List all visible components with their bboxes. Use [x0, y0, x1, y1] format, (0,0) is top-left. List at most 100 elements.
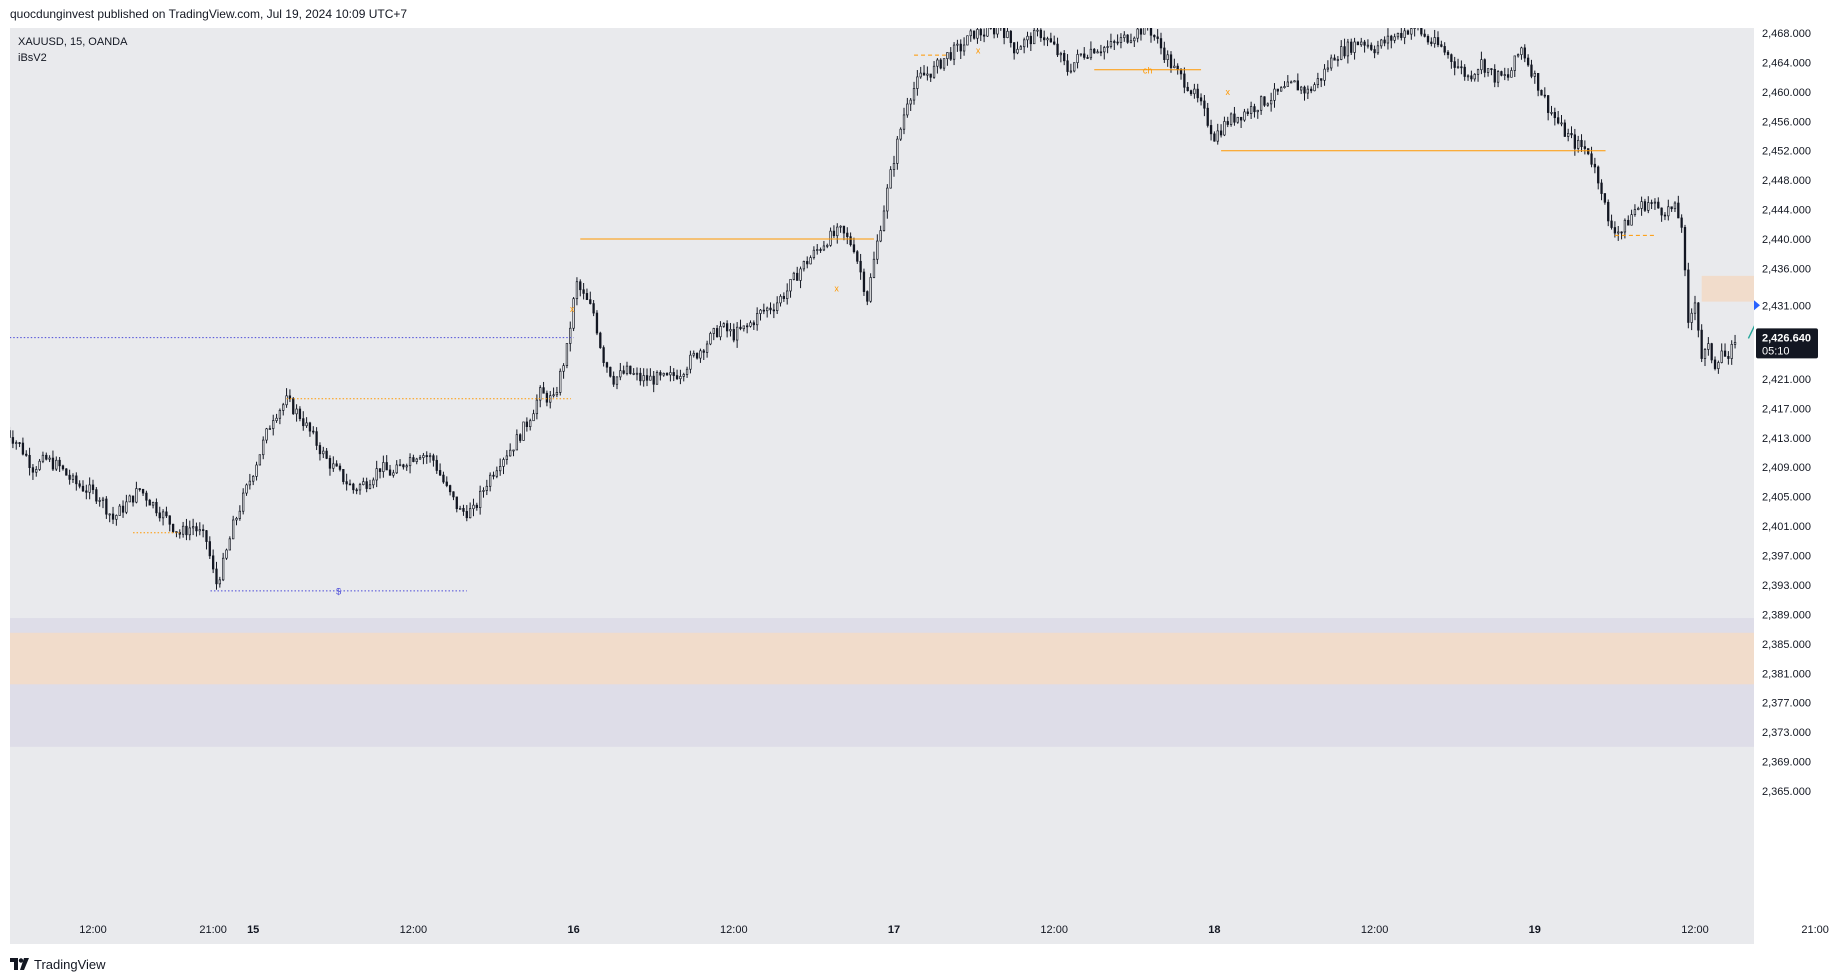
candle-body — [1073, 62, 1076, 72]
candle-body — [1687, 269, 1690, 323]
price-tick-label: 2,456.000 — [1762, 116, 1811, 128]
candle-body — [1353, 41, 1356, 53]
candle-body — [468, 508, 472, 519]
candle-body — [529, 420, 532, 428]
candle-body — [1316, 78, 1320, 86]
candle-body — [191, 526, 195, 529]
candle-body — [605, 362, 609, 368]
candle-body — [946, 52, 949, 59]
candle-body — [806, 261, 809, 265]
candle-body — [402, 464, 405, 468]
candle-body — [1430, 41, 1433, 44]
candle-body — [569, 327, 572, 344]
candle-body — [432, 455, 435, 461]
candle-body — [308, 422, 312, 432]
candle-body — [385, 462, 388, 471]
candle-body — [235, 517, 238, 521]
candle-body — [1580, 139, 1583, 147]
candle-body — [629, 365, 632, 374]
candle-body — [959, 43, 962, 52]
candle-body — [232, 519, 235, 540]
candle-body — [1526, 57, 1530, 66]
candle-body — [1266, 103, 1269, 106]
candle-body — [288, 395, 292, 400]
price-tick-label: 2,460.000 — [1762, 87, 1811, 99]
candle-body — [295, 408, 298, 415]
candle-body — [1617, 231, 1620, 234]
candle-body — [1183, 73, 1186, 88]
projection-path[interactable] — [1747, 305, 1791, 437]
candle-body — [1116, 41, 1119, 44]
candle-body — [10, 430, 11, 438]
price-tick-label: 2,444.000 — [1762, 205, 1811, 217]
price-tick-label: 2,431.000 — [1762, 300, 1811, 312]
candle-body — [1136, 28, 1139, 39]
candle-body — [702, 350, 705, 353]
candle-body — [278, 410, 282, 419]
price-tick-label: 2,385.000 — [1762, 639, 1811, 651]
candle-body — [589, 299, 592, 304]
candle-body — [582, 289, 585, 294]
candle-body — [225, 549, 228, 559]
candle-body — [15, 442, 18, 444]
candle-body — [1446, 51, 1450, 56]
candle-body — [425, 455, 428, 458]
candle-body — [58, 459, 61, 467]
candle-body — [1106, 46, 1109, 48]
candle-body — [789, 278, 792, 292]
candle-body — [1343, 46, 1346, 57]
time-tick-label: 12:00 — [79, 924, 107, 936]
candle-body — [415, 458, 418, 462]
candle-body — [882, 210, 886, 231]
candle-body — [619, 370, 622, 378]
candle-body — [809, 257, 812, 265]
price-axis[interactable] — [1754, 28, 1835, 944]
candle-body — [1480, 59, 1483, 71]
price-tick-label: 2,381.000 — [1762, 668, 1811, 680]
candle-body — [1486, 68, 1490, 73]
candle-body — [125, 501, 128, 513]
candle-body — [1173, 65, 1176, 68]
candle-body — [929, 73, 932, 78]
candle-body — [128, 495, 131, 503]
candle-body — [1713, 359, 1717, 369]
candle-body — [986, 28, 989, 37]
candle-body — [1597, 166, 1600, 184]
candle-body — [312, 430, 315, 433]
candle-body — [695, 352, 699, 359]
candle-body — [826, 244, 829, 247]
candle-body — [942, 58, 946, 69]
candle-body — [1079, 53, 1083, 56]
candle-body — [675, 375, 679, 380]
candle-body — [685, 368, 689, 375]
price-tick-label: 2,401.000 — [1762, 521, 1811, 533]
candle-body — [11, 437, 15, 444]
candle-body — [115, 515, 118, 520]
candle-body — [1557, 117, 1560, 124]
candle-body — [5, 430, 7, 431]
candle-body — [1470, 75, 1473, 80]
candle-body — [1707, 343, 1710, 350]
candle-body — [1567, 133, 1570, 137]
candle-body — [105, 498, 108, 515]
candle-body — [989, 28, 992, 29]
candle-body — [101, 498, 105, 501]
candle-body — [669, 372, 672, 376]
candle-body — [322, 450, 325, 455]
candle-body — [836, 226, 839, 237]
candle-body — [1323, 68, 1326, 81]
candle-body — [926, 73, 929, 76]
candle-body — [599, 332, 602, 348]
candle-body — [1086, 57, 1089, 59]
candle-body — [622, 370, 625, 374]
candle-body — [972, 30, 976, 39]
chart-area[interactable] — [10, 28, 1754, 944]
candle-body — [395, 464, 398, 474]
candle-body — [1690, 312, 1693, 323]
time-axis[interactable]: 12:00 21:00 15 12:00 16 12:00 17 12:00 18 12:00 19… — [79, 924, 1829, 936]
candle-body — [689, 354, 692, 370]
candle-body — [769, 307, 772, 311]
candle-body — [1393, 36, 1396, 41]
candle-body — [48, 457, 51, 460]
